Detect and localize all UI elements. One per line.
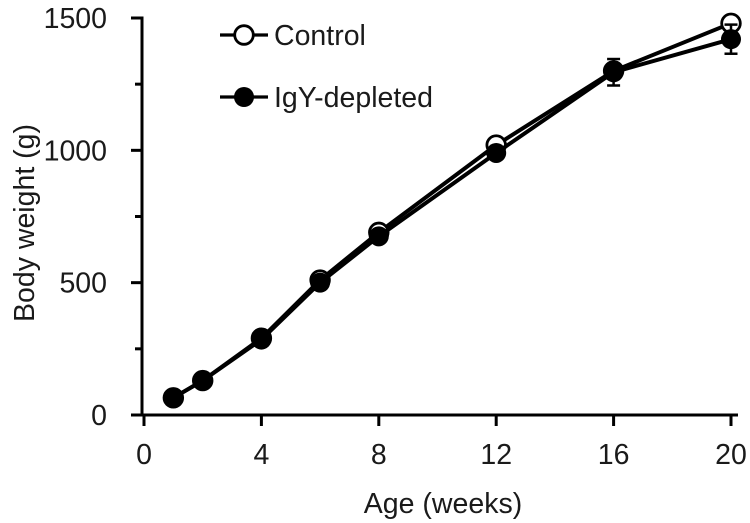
x-tick-label: 8 xyxy=(371,439,387,471)
y-tick-label: 1500 xyxy=(44,3,107,35)
open-circle-icon xyxy=(233,24,255,46)
filled-circle-icon xyxy=(234,87,254,107)
x-tick-label: 20 xyxy=(715,439,747,471)
y-tick-label: 0 xyxy=(91,400,107,432)
x-tick-label: 12 xyxy=(480,439,512,471)
series-igy-depleted xyxy=(163,23,741,408)
filled-circle-marker xyxy=(603,62,624,83)
x-tick-label: 4 xyxy=(253,439,269,471)
x-tick-label: 0 xyxy=(136,439,152,471)
axes xyxy=(140,16,738,417)
y-axis: 0 500 1000 1500 xyxy=(44,3,142,432)
y-tick-label: 1000 xyxy=(44,135,107,167)
legend: Control IgY-depleted xyxy=(220,20,433,114)
legend-item-control: Control xyxy=(220,20,366,52)
filled-circle-marker xyxy=(251,329,272,350)
filled-circle-marker xyxy=(486,142,507,163)
x-axis: 0 4 8 12 16 20 xyxy=(136,415,747,471)
y-tick-label: 500 xyxy=(59,268,107,300)
filled-circle-marker xyxy=(192,370,213,391)
filled-circle-marker xyxy=(721,29,741,50)
y-axis-title: Body weight (g) xyxy=(9,124,41,322)
series-line-igy-depleted xyxy=(172,37,732,400)
filled-circle-marker xyxy=(368,226,389,247)
legend-item-igy-depleted: IgY-depleted xyxy=(220,82,433,114)
filled-circle-marker xyxy=(310,272,331,293)
x-tick-label: 16 xyxy=(598,439,630,471)
legend-label-control: Control xyxy=(274,20,366,52)
x-axis-title: Age (weeks) xyxy=(364,488,522,520)
legend-label-igy-depleted: IgY-depleted xyxy=(274,82,433,114)
filled-circle-marker xyxy=(163,387,184,408)
